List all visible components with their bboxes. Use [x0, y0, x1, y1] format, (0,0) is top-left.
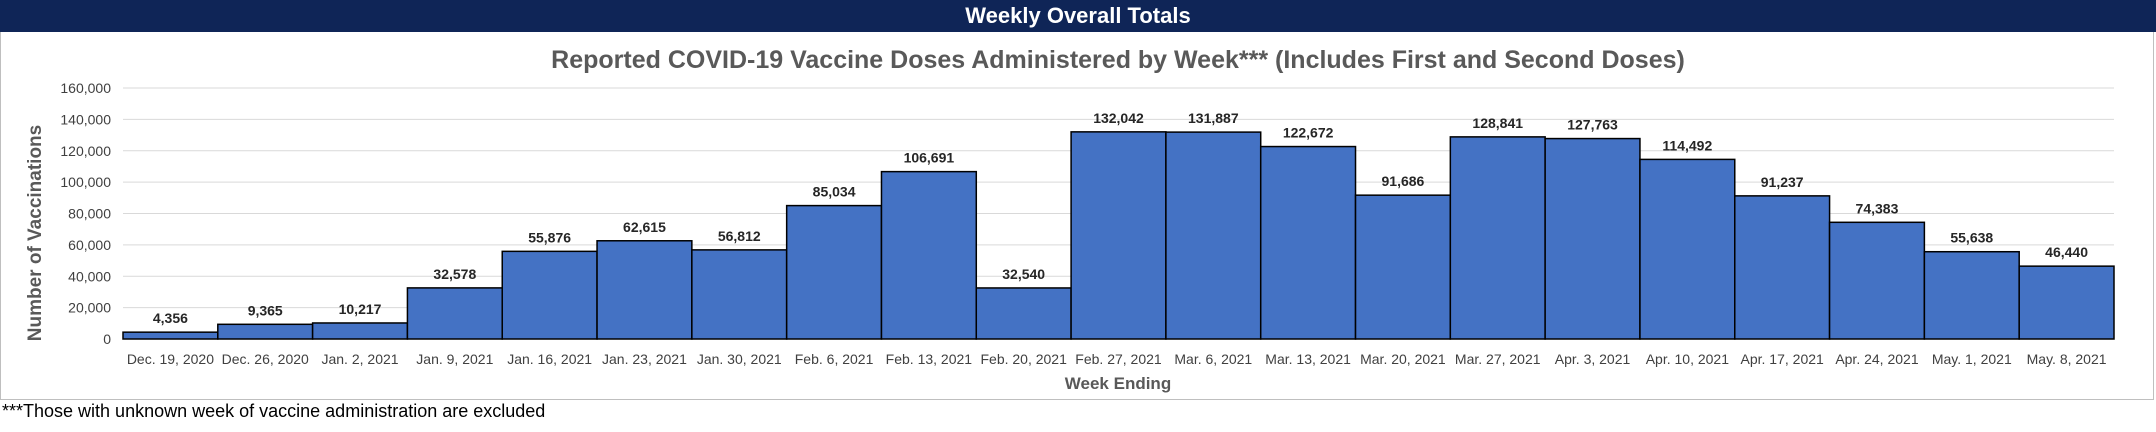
y-tick-label: 80,000 — [68, 206, 111, 222]
bar — [596, 240, 693, 340]
data-label: 91,686 — [1382, 173, 1425, 189]
header-title: Weekly Overall Totals — [965, 3, 1191, 28]
bar-chart: Reported COVID-19 Vaccine Doses Administ… — [25, 46, 2115, 393]
data-label: 4,356 — [153, 310, 188, 326]
header-bar: Weekly Overall Totals — [0, 0, 2156, 32]
y-tick-label: 140,000 — [60, 111, 111, 127]
x-tick-label: Feb. 6, 2021 — [795, 351, 874, 367]
bars — [122, 131, 2115, 340]
bar — [217, 323, 314, 340]
x-tick-label: Jan. 9, 2021 — [416, 351, 493, 367]
x-tick-label: Jan. 16, 2021 — [507, 351, 592, 367]
bar — [1828, 221, 1926, 340]
bar — [1354, 194, 1452, 340]
y-tick-label: 120,000 — [60, 143, 111, 159]
y-tick-label: 20,000 — [68, 300, 111, 316]
data-label: 10,217 — [339, 301, 382, 317]
data-label: 56,812 — [718, 228, 761, 244]
bar — [1639, 158, 1736, 340]
x-tick-label: Jan. 23, 2021 — [602, 351, 687, 367]
data-label: 127,763 — [1567, 117, 1618, 133]
x-tick-label: Dec. 26, 2020 — [222, 351, 309, 367]
data-label: 46,440 — [2045, 244, 2088, 260]
x-tick-label: Mar. 13, 2021 — [1265, 351, 1351, 367]
data-label: 106,691 — [904, 150, 955, 166]
x-tick-label: Jan. 2, 2021 — [321, 351, 398, 367]
data-labels: 4,356 9,365 10,217 32,578 55,876 62,615 56,812… — [153, 110, 2088, 326]
data-label: 55,876 — [528, 229, 571, 245]
x-tick-label: Feb. 27, 2021 — [1075, 351, 1162, 367]
bar — [501, 250, 598, 340]
bar — [2018, 265, 2115, 340]
x-axis-label: Week Ending — [1065, 374, 1171, 393]
data-label: 32,578 — [433, 266, 476, 282]
bar — [1165, 131, 1262, 340]
y-axis-label: Number of Vaccinations — [25, 125, 46, 341]
y-tick-label: 0 — [103, 331, 111, 347]
data-label: 131,887 — [1188, 110, 1239, 126]
data-label: 32,540 — [1002, 266, 1045, 282]
bar — [880, 170, 978, 340]
x-tick-label: May. 8, 2021 — [2027, 351, 2107, 367]
x-tick-label: Apr. 24, 2021 — [1835, 351, 1919, 367]
bar — [975, 287, 1072, 340]
data-label: 91,237 — [1761, 174, 1804, 190]
x-tick-label: Apr. 10, 2021 — [1646, 351, 1730, 367]
bar — [1544, 137, 1641, 340]
data-label: 85,034 — [813, 184, 856, 200]
x-tick-label: Mar. 27, 2021 — [1455, 351, 1541, 367]
x-tick-label: Mar. 20, 2021 — [1360, 351, 1446, 367]
x-tick-label: Feb. 13, 2021 — [886, 351, 973, 367]
data-label: 122,672 — [1283, 125, 1334, 141]
data-label: 128,841 — [1472, 115, 1523, 131]
data-label: 74,383 — [1856, 200, 1899, 216]
data-label: 9,365 — [248, 302, 283, 318]
chart-frame — [0, 32, 2154, 400]
bar — [1070, 131, 1167, 340]
x-tick-label: Mar. 6, 2021 — [1174, 351, 1252, 367]
bar — [1734, 195, 1831, 340]
data-label: 55,638 — [1950, 230, 1993, 246]
bar — [1259, 145, 1357, 340]
x-tick-labels: Dec. 19, 2020 Dec. 26, 2020 Jan. 2, 2021 Ja… — [127, 351, 2107, 367]
footnote: ***Those with unknown week of vaccine ad… — [2, 401, 546, 421]
data-label: 62,615 — [623, 219, 666, 235]
bar — [785, 204, 883, 340]
x-tick-label: Feb. 20, 2021 — [980, 351, 1067, 367]
y-tick-label: 100,000 — [60, 174, 111, 190]
x-tick-label: Apr. 3, 2021 — [1555, 351, 1631, 367]
bar — [311, 322, 409, 340]
x-tick-label: Apr. 17, 2021 — [1741, 351, 1825, 367]
y-tick-label: 60,000 — [68, 237, 111, 253]
x-tick-label: May. 1, 2021 — [1932, 351, 2012, 367]
y-tick-label: 40,000 — [68, 268, 111, 284]
x-tick-label: Dec. 19, 2020 — [127, 351, 214, 367]
y-tick-labels: 0 20,000 40,000 60,000 80,000 100,000 120,000 1… — [60, 80, 111, 347]
x-tick-label: Jan. 30, 2021 — [697, 351, 782, 367]
bar — [406, 287, 503, 340]
bar — [691, 249, 788, 340]
bar — [122, 331, 219, 340]
chart-title: Reported COVID-19 Vaccine Doses Administ… — [551, 46, 1685, 74]
y-tick-label: 160,000 — [60, 80, 111, 96]
data-label: 114,492 — [1662, 137, 1712, 153]
bar — [1449, 136, 1546, 340]
data-label: 132,042 — [1093, 110, 1144, 126]
bar — [1923, 250, 2020, 340]
